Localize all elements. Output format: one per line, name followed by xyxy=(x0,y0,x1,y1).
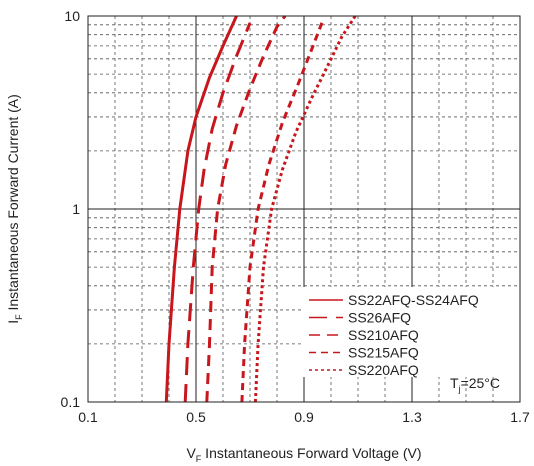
legend-label: SS210AFQ xyxy=(348,327,419,343)
legend-box xyxy=(302,287,518,377)
temperature-annotation: Tj=25°C xyxy=(450,375,500,394)
series-line-ss26afq xyxy=(183,22,252,403)
x-axis-title: VF Instantaneous Forward Voltage (V) xyxy=(186,445,421,464)
y-axis-title: IF Instantaneous Forward Current (A) xyxy=(5,94,24,324)
y-tick-label: 10 xyxy=(64,8,80,24)
plot-frame xyxy=(87,15,521,403)
legend-label: SS22AFQ-SS24AFQ xyxy=(348,292,479,308)
series-layer xyxy=(164,15,357,403)
x-tick-label: 0.9 xyxy=(294,409,314,425)
y-tick-label: 0.1 xyxy=(61,394,81,410)
x-tick-label: 0.1 xyxy=(78,409,98,425)
series-line-ss220afq xyxy=(253,15,357,403)
y-tick-label: 1 xyxy=(72,201,80,217)
x-tick-labels: 0.1 0.5 0.9 1.3 1.7 xyxy=(78,409,530,425)
x-tick-label: 1.3 xyxy=(402,409,422,425)
y-tick-labels: 0.1 1 10 xyxy=(61,8,81,410)
series-line-ss22afq-ss24afq xyxy=(164,15,238,403)
series-line-ss210afq xyxy=(205,15,287,403)
legend-label: SS220AFQ xyxy=(348,362,419,378)
legend-label: SS26AFQ xyxy=(348,310,411,326)
series-line-ss215afq xyxy=(240,19,325,403)
x-tick-label: 1.7 xyxy=(510,409,530,425)
legend-label: SS215AFQ xyxy=(348,345,419,361)
x-tick-label: 0.5 xyxy=(186,409,206,425)
